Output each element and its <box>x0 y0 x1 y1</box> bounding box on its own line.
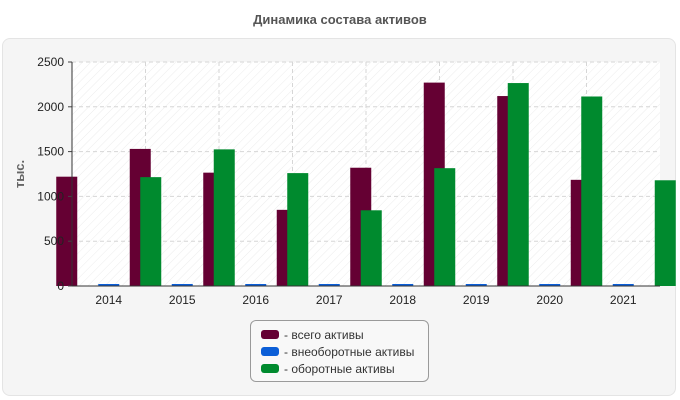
legend-label-current-assets: - оборотные активы <box>284 361 395 376</box>
legend-item-current-assets: - оборотные активы <box>261 360 418 377</box>
axes: 0 500 1000 1500 2000 2500 2014 2015 2016 2017 2018… <box>37 55 660 307</box>
x-tick-label: 2017 <box>316 293 343 307</box>
bar-current-2014 <box>140 177 162 286</box>
y-tick-label: 0 <box>57 279 64 293</box>
x-tick-label: 2021 <box>610 293 637 307</box>
legend-swatch-current-assets <box>261 364 279 373</box>
x-tick-label: 2018 <box>389 293 416 307</box>
bar-noncurrent-2018 <box>392 284 414 286</box>
legend-item-total-assets: - всего активы <box>261 326 418 343</box>
y-axis-label: тыс. <box>12 160 27 188</box>
bar-current-2019 <box>507 83 529 286</box>
x-tick-label: 2015 <box>169 293 196 307</box>
legend: - всего активы - внеоборотные активы - о… <box>250 320 429 382</box>
y-tick-label: 2500 <box>37 55 64 69</box>
x-tick-label: 2019 <box>463 293 490 307</box>
y-tick-label: 500 <box>44 234 64 248</box>
legend-item-noncurrent-assets: - внеоборотные активы <box>261 343 418 360</box>
chart-title: Динамика состава активов <box>253 12 427 27</box>
bar-noncurrent-2017 <box>318 284 340 286</box>
y-tick-label: 2000 <box>37 100 64 114</box>
legend-swatch-total-assets <box>261 330 279 339</box>
bar-current-2018 <box>434 168 456 286</box>
bar-current-2020 <box>581 96 603 286</box>
bar-noncurrent-2014 <box>98 284 120 286</box>
bar-noncurrent-2016 <box>245 284 267 286</box>
legend-label-noncurrent-assets: - внеоборотные активы <box>284 344 415 359</box>
bar-current-2017 <box>360 210 382 286</box>
x-tick-label: 2016 <box>242 293 269 307</box>
x-tick-label: 2020 <box>536 293 563 307</box>
legend-swatch-noncurrent-assets <box>261 347 279 356</box>
bar-current-2021 <box>654 180 676 286</box>
bar-noncurrent-2020 <box>539 284 561 286</box>
legend-label-total-assets: - всего активы <box>284 327 364 342</box>
bar-noncurrent-2021 <box>612 284 634 286</box>
y-tick-label: 1500 <box>37 145 64 159</box>
bar-current-2015 <box>213 149 235 286</box>
x-tick-label: 2014 <box>95 293 122 307</box>
bar-noncurrent-2015 <box>171 284 193 286</box>
bar-noncurrent-2019 <box>465 284 487 286</box>
bar-current-2016 <box>287 173 309 286</box>
bars <box>56 82 676 286</box>
y-tick-label: 1000 <box>37 189 64 203</box>
